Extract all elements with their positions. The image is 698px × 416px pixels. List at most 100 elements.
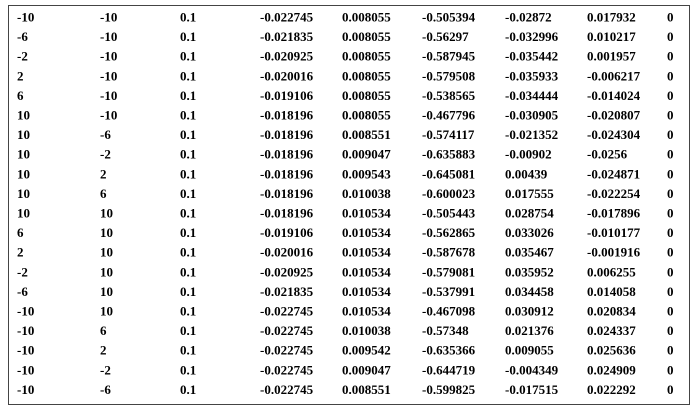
- table-cell: -0.505394: [422, 9, 476, 24]
- table-cell: 0.1: [180, 245, 196, 260]
- table-cell: 0.1: [180, 303, 196, 318]
- table-cell: 6: [100, 323, 107, 338]
- table-cell: 0.010534: [342, 264, 391, 279]
- table-cell: 0: [667, 245, 674, 260]
- table-cell: 6: [17, 88, 24, 103]
- table-cell: 0.024337: [587, 323, 636, 338]
- table-cell: 0.008055: [342, 88, 391, 103]
- table-cell: -10: [100, 107, 117, 122]
- table-cell: 10: [17, 127, 30, 142]
- table-cell: 0.010534: [342, 303, 391, 318]
- table-cell: 0: [667, 205, 674, 220]
- table-cell: -0.017896: [587, 205, 641, 220]
- table-cell: 0.008055: [342, 9, 391, 24]
- table-cell: -0.021835: [260, 29, 314, 44]
- table-cell: -2: [100, 147, 111, 162]
- table-cell: 0: [667, 29, 674, 44]
- table-cell: 0: [667, 68, 674, 83]
- table-cell: 0.010217: [587, 29, 636, 44]
- table-cell: 0.009542: [342, 343, 391, 358]
- table-cell: -0.020016: [260, 245, 314, 260]
- table-cell: 0: [667, 147, 674, 162]
- table-cell: 0.021376: [505, 323, 554, 338]
- table-cell: -0.035442: [505, 49, 558, 64]
- table-cell: 0.010534: [342, 205, 391, 220]
- table-cell: -0.0256: [587, 147, 628, 162]
- table-cell: 0.033026: [505, 225, 554, 240]
- table-cell: 0.009047: [342, 147, 391, 162]
- table-cell: -6: [17, 284, 28, 299]
- table-cell: -0.019106: [260, 88, 314, 103]
- table-cell: 0.1: [180, 107, 196, 122]
- table-cell: 10: [100, 245, 113, 260]
- table-cell: 0.1: [180, 147, 196, 162]
- table-cell: -0.587945: [422, 49, 476, 64]
- table-cell: 0.010534: [342, 245, 391, 260]
- table-cell: 0.1: [180, 88, 196, 103]
- table-cell: -0.022254: [587, 186, 641, 201]
- table-cell: 0.010038: [342, 186, 391, 201]
- table-cell: -0.030905: [505, 107, 559, 122]
- table-cell: -0.645081: [422, 166, 475, 181]
- table-cell: -0.021352: [505, 127, 558, 142]
- table-cell: 0.1: [180, 225, 196, 240]
- table-cell: -10: [100, 49, 117, 64]
- table-cell: -0.644719: [422, 362, 476, 377]
- table-cell: -10: [17, 382, 34, 397]
- table-cell: 0.008551: [342, 382, 391, 397]
- table-cell: -0.021835: [260, 284, 314, 299]
- table-cell: -0.00902: [505, 147, 552, 162]
- table-cell: 0: [667, 323, 674, 338]
- table-cell: 0.035952: [505, 264, 554, 279]
- table-cell: 0.006255: [587, 264, 636, 279]
- table-cell: -2: [17, 264, 28, 279]
- table-cell: 0.1: [180, 9, 196, 24]
- table-cell: 0: [667, 303, 674, 318]
- table-cell: 0.025636: [587, 343, 636, 358]
- table-cell: 0: [667, 225, 674, 240]
- table-cell: -0.57348: [422, 323, 469, 338]
- table-cell: 0.028754: [505, 205, 554, 220]
- table-cell: 0: [667, 49, 674, 64]
- table-cell: -0.014024: [587, 88, 641, 103]
- table-cell: -0.017515: [505, 382, 559, 397]
- table-cell: 0.1: [180, 264, 196, 279]
- table-cell: -10: [17, 303, 34, 318]
- table-cell: 2: [17, 68, 24, 83]
- table-cell: -0.006217: [587, 68, 641, 83]
- table-cell: 0.022292: [587, 382, 636, 397]
- table-cell: 0: [667, 343, 674, 358]
- table-cell: 0: [667, 88, 674, 103]
- table-cell: -0.538565: [422, 88, 476, 103]
- table-cell: 10: [100, 225, 113, 240]
- table-cell: -10: [17, 323, 34, 338]
- table-cell: -0.562865: [422, 225, 476, 240]
- table-cell: 0.017555: [505, 186, 554, 201]
- table-cell: -0.024304: [587, 127, 641, 142]
- table-cell: 0.024909: [587, 362, 636, 377]
- table-cell: -10: [17, 362, 34, 377]
- table-cell: -10: [100, 88, 117, 103]
- table-cell: -0.022745: [260, 362, 314, 377]
- table-cell: -0.018196: [260, 107, 314, 122]
- table-cell: 0.001957: [587, 49, 636, 64]
- table-cell: -0.020925: [260, 264, 314, 279]
- table-cell: -10: [100, 29, 117, 44]
- table-cell: -0.018196: [260, 186, 314, 201]
- table-cell: -0.032996: [505, 29, 559, 44]
- table-cell: 0.020834: [587, 303, 636, 318]
- table-cell: -0.574117: [422, 127, 475, 142]
- table-cell: 0.017932: [587, 9, 636, 24]
- table-cell: 0.1: [180, 382, 196, 397]
- table-cell: 0: [667, 9, 674, 24]
- table-cell: -0.635366: [422, 343, 476, 358]
- table-cell: 10: [17, 166, 30, 181]
- table-cell: 0.010534: [342, 225, 391, 240]
- table-cell: -0.579508: [422, 68, 476, 83]
- table-cell: 2: [100, 166, 107, 181]
- table-cell: -0.505443: [422, 205, 476, 220]
- table-cell: -10: [17, 343, 34, 358]
- table-cell: 0.009055: [505, 343, 554, 358]
- table-cell: 6: [17, 225, 24, 240]
